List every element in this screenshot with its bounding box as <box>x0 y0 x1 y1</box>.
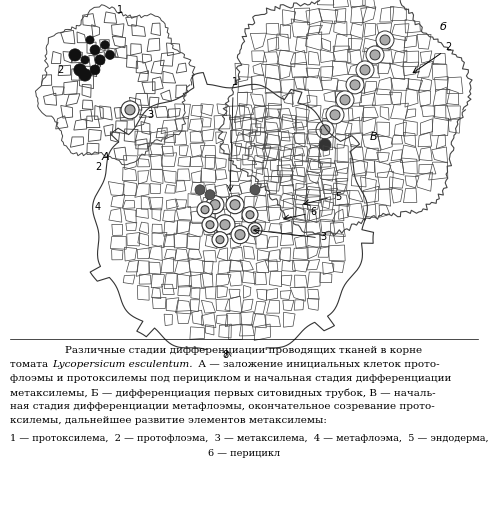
Circle shape <box>74 64 86 76</box>
Circle shape <box>197 201 213 218</box>
Circle shape <box>212 232 228 248</box>
Text: ксилемы, дальнейшее развитие элементов метаксилемы:: ксилемы, дальнейшее развитие элементов м… <box>10 416 327 425</box>
Circle shape <box>366 46 384 64</box>
Text: ная стадия дифференциации метафлоэмы, окончательное созревание прото-: ная стадия дифференциации метафлоэмы, ок… <box>10 402 435 411</box>
Text: Lycopersicum esculentum.: Lycopersicum esculentum. <box>52 360 192 369</box>
Circle shape <box>230 200 240 210</box>
Circle shape <box>121 101 139 119</box>
Circle shape <box>206 196 224 214</box>
Text: флоэмы и протоксилемы под перициклом и начальная стадия дифференциации: флоэмы и протоксилемы под перициклом и н… <box>10 374 451 383</box>
Circle shape <box>376 31 394 49</box>
Text: 8: 8 <box>222 350 228 359</box>
Text: Различные стадии дифференциации проводящих тканей в корне: Различные стадии дифференциации проводящ… <box>65 346 423 355</box>
Text: 2: 2 <box>95 162 101 172</box>
Circle shape <box>206 221 214 229</box>
Text: А — заложение инициальных клеток прото-: А — заложение инициальных клеток прото- <box>195 360 440 369</box>
Text: 3: 3 <box>320 232 326 242</box>
Text: 2: 2 <box>445 42 451 52</box>
Circle shape <box>336 91 354 109</box>
Circle shape <box>319 139 331 151</box>
Circle shape <box>101 41 109 49</box>
Circle shape <box>202 217 218 233</box>
Circle shape <box>242 207 258 223</box>
Text: метаксилемы, Б — дифференциация первых ситовидных трубок, В — началь-: метаксилемы, Б — дифференциация первых с… <box>10 388 436 398</box>
Text: 6 — перицикл: 6 — перицикл <box>208 449 280 458</box>
Circle shape <box>201 206 209 214</box>
Circle shape <box>346 76 364 94</box>
Circle shape <box>250 185 260 195</box>
Text: 2: 2 <box>57 65 63 75</box>
Circle shape <box>320 125 330 135</box>
Text: 1 — протоксилема,  2 — протофлоэма,  3 — метаксилема,  4 — метафлоэма,  5 — эндо: 1 — протоксилема, 2 — протофлоэма, 3 — м… <box>10 434 488 443</box>
Circle shape <box>105 50 115 60</box>
Circle shape <box>370 50 380 60</box>
Circle shape <box>226 196 244 214</box>
Text: 1: 1 <box>232 77 238 87</box>
Circle shape <box>210 200 220 210</box>
Circle shape <box>360 65 370 75</box>
Circle shape <box>86 36 94 44</box>
Circle shape <box>316 121 334 139</box>
Circle shape <box>125 105 135 115</box>
Text: б: б <box>440 22 447 32</box>
Text: 3: 3 <box>147 110 153 120</box>
Circle shape <box>205 190 215 200</box>
Circle shape <box>90 65 100 75</box>
Text: В: В <box>370 132 378 142</box>
Circle shape <box>246 211 254 218</box>
Text: 4: 4 <box>95 201 101 212</box>
Text: томата: томата <box>10 360 51 369</box>
Circle shape <box>81 56 89 64</box>
Circle shape <box>216 236 224 244</box>
Circle shape <box>380 35 390 45</box>
Circle shape <box>330 110 340 120</box>
Circle shape <box>220 219 230 230</box>
Circle shape <box>90 45 100 55</box>
Circle shape <box>195 185 205 195</box>
Circle shape <box>356 61 374 79</box>
Circle shape <box>231 226 249 244</box>
Circle shape <box>95 55 105 65</box>
Text: А: А <box>101 152 109 162</box>
Circle shape <box>235 230 245 240</box>
Circle shape <box>350 80 360 90</box>
Text: 6: 6 <box>310 207 316 217</box>
Circle shape <box>248 223 262 236</box>
Circle shape <box>340 95 350 105</box>
Text: 5: 5 <box>335 192 341 201</box>
Circle shape <box>326 106 344 124</box>
Circle shape <box>79 69 91 81</box>
Circle shape <box>215 215 235 235</box>
Circle shape <box>251 226 259 234</box>
Text: 1: 1 <box>117 5 123 15</box>
Circle shape <box>69 49 81 61</box>
